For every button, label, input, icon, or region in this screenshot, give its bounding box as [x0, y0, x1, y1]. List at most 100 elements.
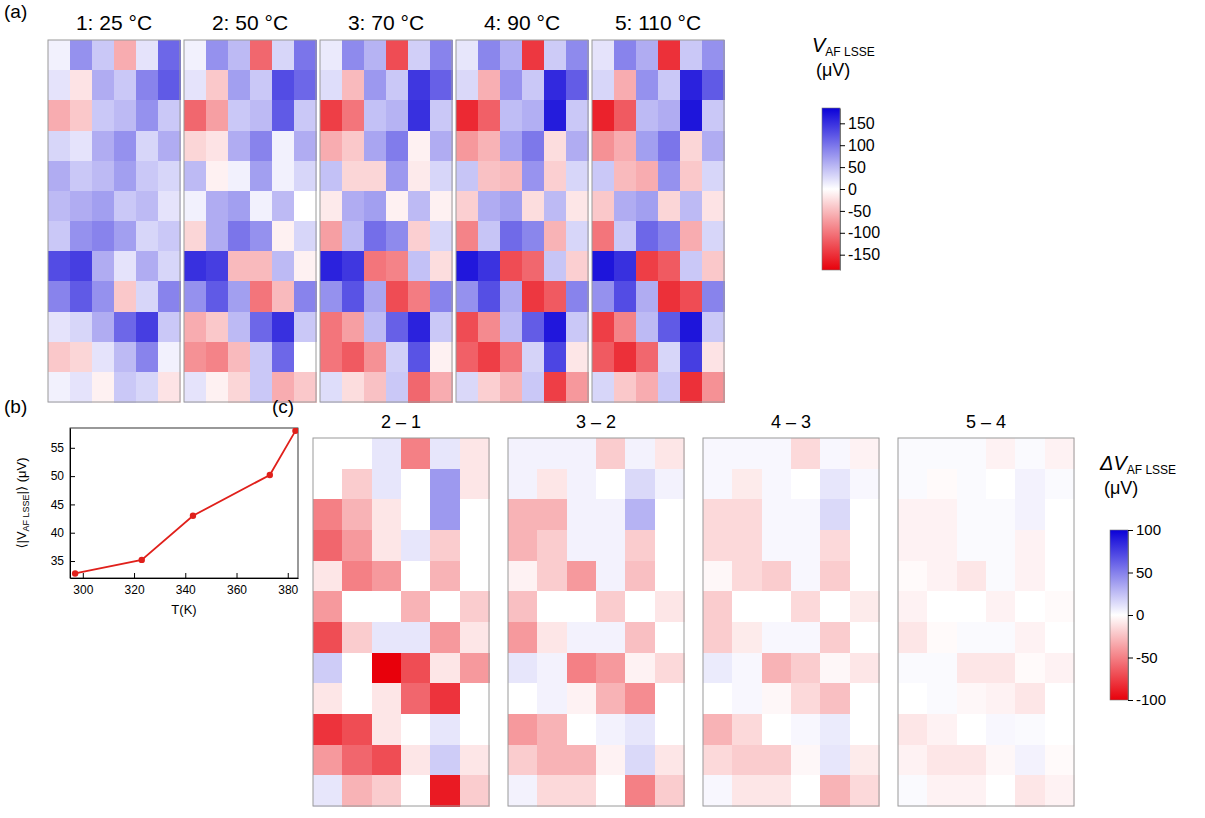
cell	[320, 281, 343, 312]
tick-mark	[1128, 573, 1133, 574]
axis: 3540455055	[51, 429, 75, 579]
cell	[703, 469, 733, 500]
cell	[658, 221, 681, 252]
cell	[136, 161, 159, 192]
axis: 100500-50-100	[1128, 521, 1166, 708]
cell	[70, 221, 93, 252]
cell	[986, 745, 1016, 776]
cell	[1015, 714, 1045, 745]
cell	[636, 281, 659, 312]
cell	[430, 161, 453, 192]
cell	[386, 251, 409, 282]
cell	[592, 191, 615, 222]
cell	[820, 530, 850, 561]
cell	[658, 251, 681, 282]
cell	[566, 342, 589, 373]
colorbar-title-sub: AF LSSE	[825, 45, 874, 59]
cell	[1045, 530, 1075, 561]
cell	[508, 745, 538, 776]
cell	[537, 683, 567, 714]
cell	[850, 622, 880, 653]
colorbar-unit: (μV)	[1104, 478, 1138, 498]
cells	[184, 40, 317, 403]
cell	[206, 131, 229, 162]
figure: (a)1: 25 °C2: 50 °C3: 70 °C4: 90 °C5: 11…	[0, 0, 1205, 818]
cell	[762, 438, 792, 469]
cell	[272, 281, 295, 312]
cell	[658, 70, 681, 101]
cell	[114, 251, 137, 282]
map-title: 2 – 1	[381, 412, 421, 432]
cell	[70, 100, 93, 131]
cell	[592, 70, 615, 101]
cell	[386, 312, 409, 343]
cell	[206, 221, 229, 252]
cell	[372, 714, 402, 745]
cell	[566, 221, 589, 252]
heatmap-panel: (c)2 – 13 – 24 – 35 – 4100500-50-100ΔVAF…	[272, 396, 1176, 807]
tick-mark	[1128, 615, 1133, 616]
cells	[456, 40, 589, 403]
cell	[500, 100, 523, 131]
cell	[250, 221, 273, 252]
cell	[48, 131, 71, 162]
tick-label: 40	[51, 526, 65, 540]
cell	[401, 499, 431, 530]
cell	[158, 281, 181, 312]
cell	[625, 714, 655, 745]
cell	[478, 251, 501, 282]
cell	[566, 100, 589, 131]
tick-label: 360	[227, 583, 247, 597]
cell	[850, 653, 880, 684]
tick-label: 380	[278, 583, 298, 597]
cell	[48, 100, 71, 131]
cell	[898, 561, 928, 592]
cell	[408, 372, 431, 403]
cell	[702, 312, 725, 343]
cell	[625, 622, 655, 653]
cell	[158, 161, 181, 192]
cell	[791, 683, 821, 714]
cell	[372, 530, 402, 561]
cell	[460, 775, 490, 806]
cell	[48, 40, 71, 71]
cell	[158, 40, 181, 71]
cell	[567, 714, 597, 745]
cell	[614, 191, 637, 222]
cell	[228, 40, 251, 71]
cell	[850, 775, 880, 806]
tick-label: 100	[848, 137, 875, 154]
cell	[762, 622, 792, 653]
cell	[478, 131, 501, 162]
cell	[522, 161, 545, 192]
cell	[567, 683, 597, 714]
cell	[228, 191, 251, 222]
point	[72, 570, 78, 576]
cell	[566, 312, 589, 343]
cell	[136, 251, 159, 282]
tick-label: 150	[848, 115, 875, 132]
cell	[228, 251, 251, 282]
y-axis-title: ⟨|VAF LSSE|⟩ (μV)	[14, 457, 31, 548]
cell	[614, 221, 637, 252]
cell	[703, 622, 733, 653]
cell	[460, 745, 490, 776]
cell	[566, 70, 589, 101]
cell	[791, 714, 821, 745]
tick-mark	[840, 211, 845, 212]
cell	[401, 469, 431, 500]
cell	[408, 342, 431, 373]
cell	[386, 221, 409, 252]
cell	[702, 131, 725, 162]
cell	[680, 100, 703, 131]
cell	[500, 131, 523, 162]
cell	[1015, 683, 1045, 714]
cell	[537, 561, 567, 592]
cell	[342, 251, 365, 282]
cells	[898, 438, 1075, 807]
cell	[430, 714, 460, 745]
cell	[500, 342, 523, 373]
cell	[636, 100, 659, 131]
cell	[614, 372, 637, 403]
cell	[898, 653, 928, 684]
